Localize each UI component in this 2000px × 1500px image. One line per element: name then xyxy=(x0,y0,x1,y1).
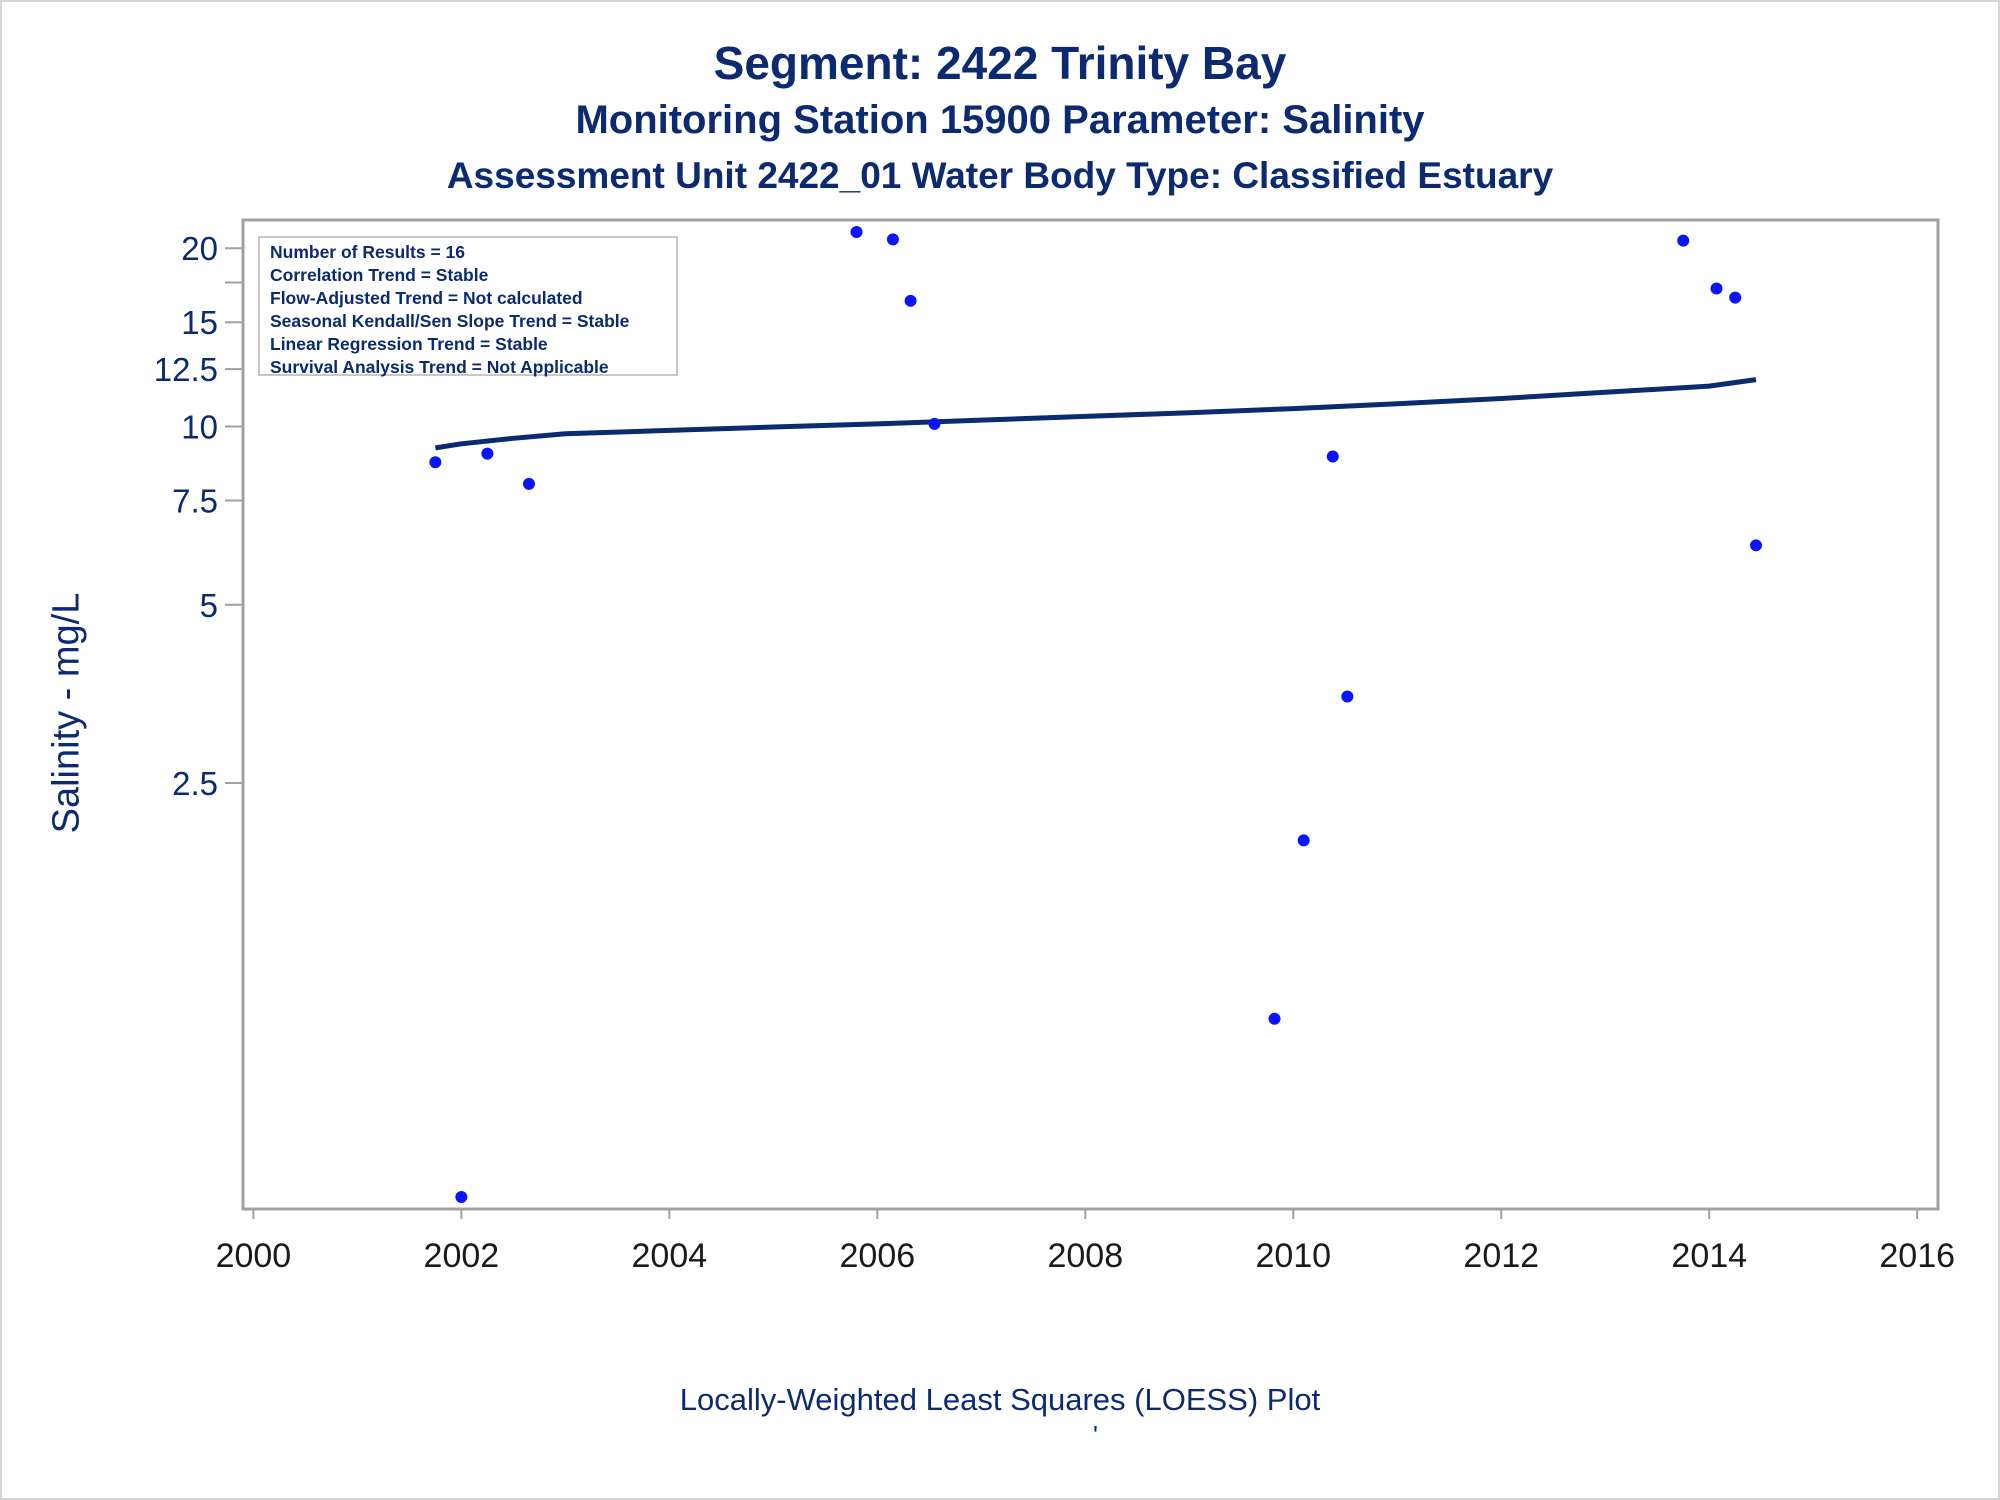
y-tick-label: 12.5 xyxy=(154,351,218,388)
data-point xyxy=(1677,234,1690,247)
legend-line-linear-regression-trend: Linear Regression Trend = Stable xyxy=(270,334,548,354)
footnote-mark: ' xyxy=(1093,1420,1098,1450)
x-tick-label: 2004 xyxy=(632,1237,708,1275)
data-point xyxy=(1341,690,1354,703)
plot-area-border xyxy=(241,218,1940,1211)
y-tick-label: 20 xyxy=(181,230,218,267)
data-point xyxy=(1750,539,1763,552)
data-point xyxy=(522,477,535,490)
data-point xyxy=(1268,1012,1281,1025)
data-point xyxy=(850,226,863,238)
data-point xyxy=(481,447,494,460)
data-point xyxy=(904,294,917,307)
chart-subtitle-assessment: Assessment Unit 2422_01 Water Body Type:… xyxy=(446,155,1554,196)
x-tick-label: 2010 xyxy=(1255,1237,1331,1275)
chart-title: Segment: 2422 Trinity Bay xyxy=(713,37,1287,89)
data-point xyxy=(886,233,899,246)
y-tick-label: 7.5 xyxy=(172,482,218,519)
loess-trend-line xyxy=(435,377,1757,451)
data-point xyxy=(455,1191,468,1203)
x-tick-label: 2006 xyxy=(840,1237,916,1275)
x-tick-label: 2014 xyxy=(1671,1237,1747,1275)
x-tick-label: 2012 xyxy=(1463,1237,1539,1275)
data-point xyxy=(1297,834,1310,847)
y-tick-label: 10 xyxy=(181,408,218,445)
x-tick-label: 2016 xyxy=(1879,1237,1955,1275)
data-point xyxy=(1710,282,1723,295)
legend-line-correlation-trend: Correlation Trend = Stable xyxy=(270,265,489,285)
y-tick-label: 5 xyxy=(200,587,218,624)
footnote-loess: Locally-Weighted Least Squares (LOESS) P… xyxy=(679,1382,1321,1417)
x-tick-label: 2008 xyxy=(1047,1237,1123,1275)
y-axis-label: Salinity - mg/L xyxy=(45,592,88,834)
y-tick-label: 15 xyxy=(181,304,218,341)
y-tick-label: 2.5 xyxy=(172,765,218,802)
statistics-legend-box: Number of Results = 16 Correlation Trend… xyxy=(258,236,678,377)
x-tick-label: 2002 xyxy=(424,1237,500,1275)
legend-line-survival-analysis-trend: Survival Analysis Trend = Not Applicable xyxy=(270,357,609,377)
chart-subtitle: Monitoring Station 15900 Parameter: Sali… xyxy=(575,98,1425,142)
data-point xyxy=(1729,291,1742,304)
legend-line-seasonal-kendall-trend: Seasonal Kendall/Sen Slope Trend = Stabl… xyxy=(270,311,630,331)
legend-line-flow-adjusted-trend: Flow-Adjusted Trend = Not calculated xyxy=(270,288,583,308)
data-point xyxy=(928,417,941,430)
data-point xyxy=(429,456,442,469)
x-tick-label: 2000 xyxy=(216,1237,292,1275)
legend-line-number-of-results: Number of Results = 16 xyxy=(270,242,465,262)
data-point xyxy=(1326,450,1339,463)
